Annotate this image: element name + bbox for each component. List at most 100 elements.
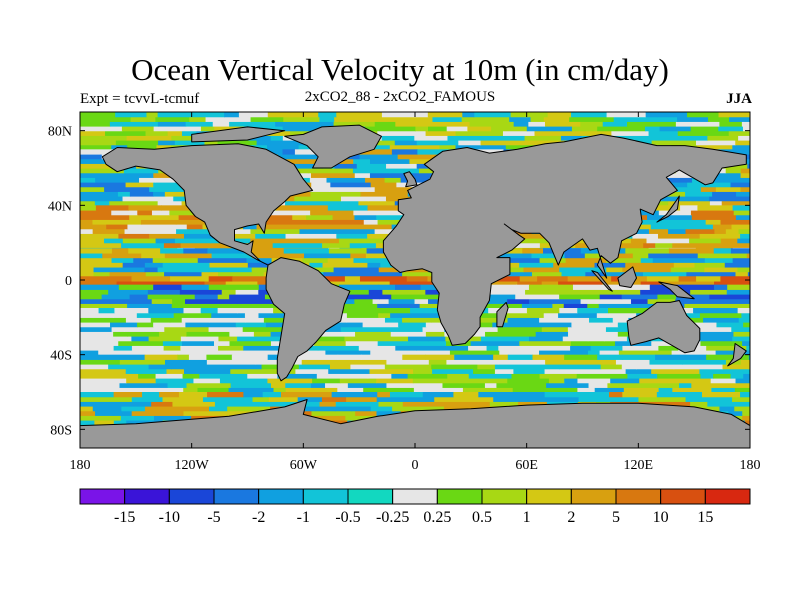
- field-cell: [598, 303, 650, 309]
- field-cell: [450, 401, 491, 407]
- field-cell: [80, 410, 96, 416]
- field-cell: [680, 205, 699, 211]
- lon-tick-label: 0: [412, 458, 419, 473]
- field-cell: [93, 266, 146, 273]
- field-cell: [386, 382, 411, 388]
- field-cell: [580, 248, 612, 254]
- field-cell: [384, 364, 432, 370]
- field-cell: [219, 378, 269, 384]
- field-cell: [206, 359, 257, 365]
- field-cell: [381, 308, 411, 314]
- field-cell: [122, 196, 174, 202]
- field-cell: [80, 130, 106, 136]
- field-cell: [667, 378, 692, 384]
- field-cell: [80, 382, 121, 388]
- colorbar-swatch: [168, 488, 215, 505]
- field-cell: [737, 266, 750, 273]
- field-cell: [658, 210, 692, 216]
- field-cell: [578, 396, 608, 402]
- field-cell: [580, 368, 627, 374]
- field-cell: [701, 392, 741, 398]
- field-cell: [646, 276, 680, 282]
- field-cell: [422, 326, 445, 332]
- field-cell: [559, 308, 578, 314]
- field-cell: [434, 396, 454, 402]
- field-cell: [121, 126, 155, 132]
- field-cell: [496, 382, 547, 388]
- field-cell: [187, 112, 225, 118]
- field-cell: [106, 224, 129, 230]
- field-cell: [521, 303, 553, 309]
- field-cell: [703, 298, 750, 304]
- land-north-america: [101, 143, 314, 266]
- field-cell: [118, 340, 164, 346]
- field-cell: [691, 322, 718, 328]
- field-cell: [121, 242, 165, 248]
- field-cell: [171, 364, 185, 370]
- land-japan: [656, 195, 680, 223]
- field-cell: [390, 331, 427, 337]
- field-cell: [285, 233, 337, 239]
- field-cell: [255, 233, 287, 239]
- field-cell: [201, 271, 219, 277]
- field-cell: [594, 262, 626, 268]
- field-cell: [171, 303, 208, 309]
- field-cell: [298, 364, 331, 370]
- field-cell: [559, 294, 601, 300]
- field-cell: [623, 387, 660, 393]
- field-cell: [425, 130, 457, 136]
- field-cell: [398, 322, 427, 328]
- colorbar-label: 1: [523, 509, 531, 526]
- field-cell: [530, 116, 545, 122]
- field-cell: [80, 233, 120, 239]
- field-cell: [374, 121, 396, 127]
- field-cell: [561, 271, 586, 277]
- field-cell: [467, 126, 492, 132]
- field-cell: [294, 149, 317, 155]
- field-cell: [150, 317, 171, 323]
- field-cell: [391, 149, 418, 155]
- field-cell: [118, 284, 154, 290]
- field-cell: [468, 345, 488, 351]
- field-cell: [80, 387, 95, 393]
- field-cell: [374, 228, 395, 234]
- lon-tick-label: 180: [740, 458, 761, 473]
- field-cell: [686, 186, 702, 192]
- field-cell: [98, 308, 116, 314]
- field-cell: [127, 144, 158, 150]
- field-cell: [80, 392, 115, 398]
- lat-tick-label: 80S: [50, 423, 72, 438]
- field-cell: [676, 294, 710, 300]
- field-cell: [108, 364, 150, 370]
- latitude-axis: 80N 40N 0 40S 80S: [48, 125, 750, 438]
- field-cell: [721, 200, 750, 206]
- field-cell: [657, 233, 701, 239]
- field-cell: [80, 121, 111, 127]
- field-cell: [571, 322, 619, 328]
- field-cell: [376, 396, 408, 402]
- field-cell: [748, 326, 750, 332]
- field-cell: [504, 242, 541, 248]
- field-cell: [185, 121, 214, 127]
- colorbar-label: -15: [114, 509, 135, 526]
- field-cell: [80, 224, 107, 230]
- field-cell: [325, 382, 349, 388]
- field-cell: [432, 116, 463, 122]
- colorbar-label: -1: [297, 509, 310, 526]
- field-cell: [589, 317, 614, 323]
- field-cell: [428, 359, 448, 365]
- field-cell: [630, 238, 648, 244]
- field-cell: [311, 172, 356, 178]
- field-cell: [121, 373, 139, 379]
- field-cell: [174, 140, 206, 146]
- field-cell: [701, 224, 714, 230]
- field-cell: [382, 289, 426, 295]
- field-cell: [144, 410, 185, 416]
- field-cell: [80, 191, 119, 197]
- field-cell: [337, 387, 364, 393]
- field-cell: [208, 317, 246, 323]
- field-cell: [341, 224, 356, 230]
- field-cell: [179, 289, 223, 295]
- field-cell: [340, 158, 354, 164]
- field-cell: [80, 396, 133, 402]
